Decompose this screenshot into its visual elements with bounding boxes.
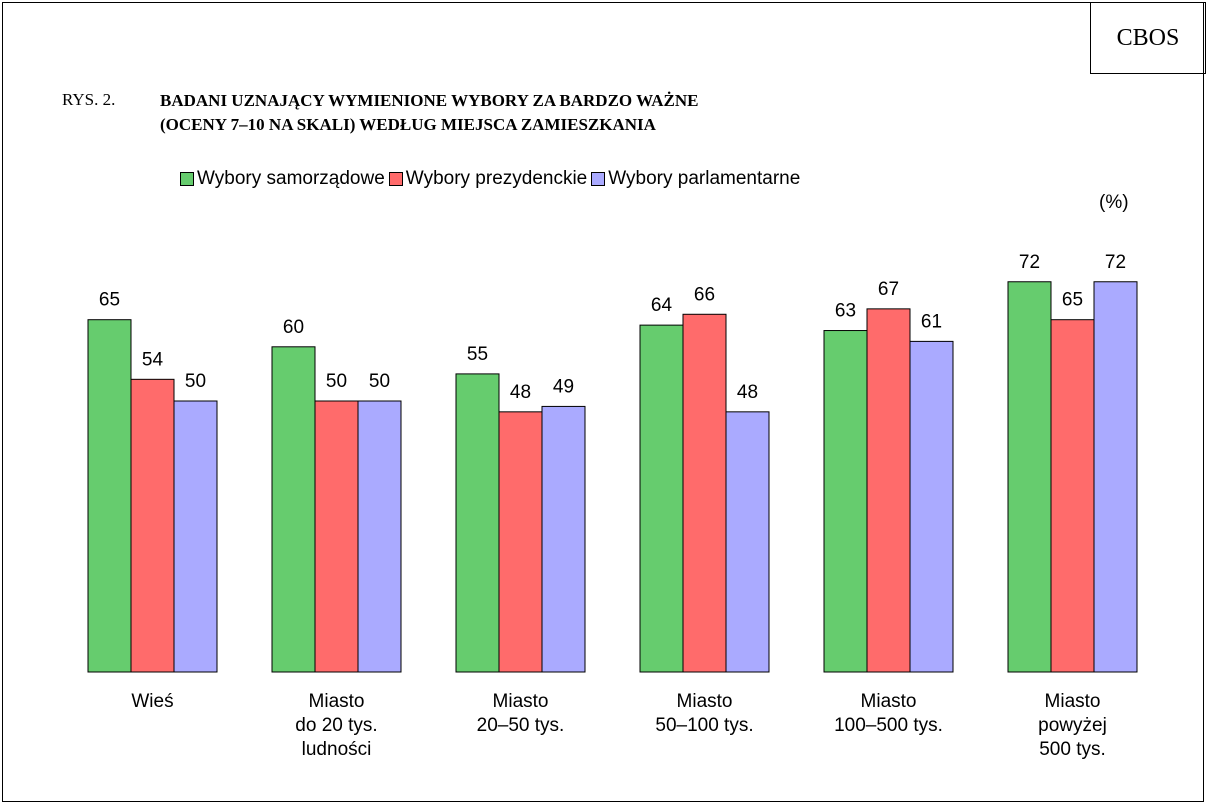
bar [87,319,132,673]
bar [173,400,218,673]
data-label: 65 [1062,290,1083,311]
bar [639,324,684,673]
bar [866,308,911,673]
bar [909,340,954,673]
legend-item: Wybory parlamentarne [591,168,800,190]
bar [357,400,402,673]
unit-label: (%) [1099,192,1129,213]
x-tick-label: Miasto do 20 tys. ludności [295,691,378,760]
legend-swatch [180,172,194,186]
bar [1050,319,1095,673]
x-tick-label: Miasto powyżej 500 tys. [1038,691,1107,760]
data-label: 66 [694,284,715,305]
data-label: 49 [553,376,574,397]
data-label: 48 [510,382,531,403]
bar [130,378,175,673]
data-label: 63 [835,301,856,322]
data-label: 61 [921,311,942,332]
data-label: 67 [878,279,899,300]
figure-label: RYS. 2. [62,90,116,109]
bar [682,313,727,673]
x-tick-label: Miasto 50–100 tys. [655,691,754,736]
data-label: 54 [142,349,164,370]
data-label: 55 [467,344,488,365]
legend-swatch [388,172,403,186]
legend-item: Wybory samorządowe [180,168,385,190]
bar [823,330,868,673]
bar [725,411,770,673]
bar [541,405,586,673]
bar [1007,281,1052,673]
badge: CBOS [1090,2,1206,74]
data-label: 48 [737,382,758,403]
data-label: 72 [1105,252,1126,273]
bar [455,373,500,673]
data-label: 60 [283,317,304,338]
data-label: 50 [369,371,390,392]
bar [1093,281,1138,673]
legend-label: Wybory parlamentarne [608,168,801,189]
data-label: 64 [651,295,673,316]
legend-item: Wybory prezydenckie [388,168,588,190]
bar [271,346,316,673]
x-tick-label: Wieś [131,691,174,712]
legend-swatch [591,172,606,186]
legend-label: Wybory samorządowe [197,168,385,189]
chart-title: BADANI UZNAJĄCY WYMIENIONE WYBORY ZA BAR… [160,91,699,134]
bar [498,411,543,673]
data-label: 50 [185,371,206,392]
data-label: 50 [326,371,347,392]
data-label: 72 [1019,252,1040,273]
data-label: 65 [99,290,120,311]
legend: Wybory samorządowe Wybory prezydenckie Wyb… [180,168,800,190]
x-tick-label: Miasto 100–500 tys. [834,691,943,736]
legend-label: Wybory prezydenckie [405,168,588,189]
x-tick-label: Miasto 20–50 tys. [476,691,565,736]
bar [314,400,359,673]
